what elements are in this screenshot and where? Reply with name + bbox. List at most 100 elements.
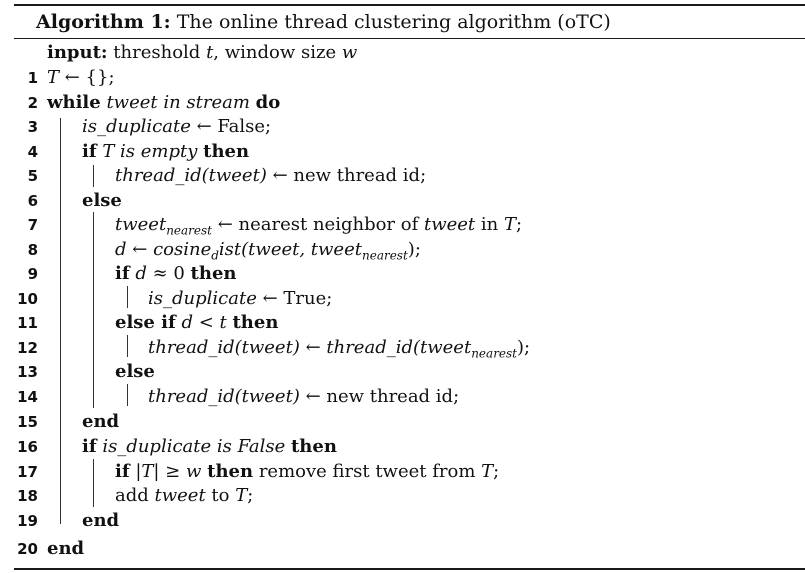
- code-token: add: [115, 485, 155, 506]
- subscript: nearest: [166, 223, 212, 238]
- line-number: 3: [27, 118, 38, 136]
- keyword: end: [82, 510, 120, 531]
- if-block-bar: [127, 286, 128, 308]
- line-number: 20: [17, 540, 38, 558]
- code-token: cosine: [153, 239, 212, 260]
- line-number: 15: [17, 413, 38, 431]
- code-token: ← new thread id;: [266, 165, 427, 186]
- code-token: thread_id(tweet): [115, 165, 267, 186]
- keyword: else: [115, 361, 155, 382]
- code-token: ≈ 0: [146, 263, 191, 284]
- line-number: 4: [27, 143, 38, 161]
- keyword: if: [115, 263, 130, 284]
- line-number: 13: [17, 363, 38, 381]
- code-token: thread_id(tweet: [326, 337, 472, 358]
- line-number: 14: [17, 388, 38, 406]
- line-number: 11: [17, 314, 38, 332]
- code-token: );: [517, 337, 531, 358]
- code-token: ← nearest neighbor of: [212, 214, 424, 235]
- line-number: 10: [17, 290, 38, 308]
- code-token: <: [192, 312, 220, 333]
- caption-rule: [14, 38, 805, 39]
- code-token: tweet: [154, 485, 206, 506]
- input-text: , window size: [213, 42, 342, 63]
- while-block-bar: [60, 118, 61, 524]
- code-token: ← {};: [59, 67, 115, 88]
- code-token: ← new thread id;: [299, 386, 460, 407]
- code-token: ;: [515, 214, 523, 235]
- keyword: if: [115, 461, 130, 482]
- code-token: ;: [247, 485, 254, 506]
- keyword: then: [232, 312, 279, 333]
- else-block-bar: [93, 212, 94, 408]
- bottom-rule: [14, 568, 805, 570]
- if-block-bar: [93, 459, 94, 507]
- code-token: to: [205, 485, 236, 506]
- code-token: is empty: [114, 141, 204, 162]
- keyword: then: [203, 141, 250, 162]
- line-number: 16: [17, 438, 38, 456]
- code-token: d: [129, 263, 147, 284]
- code-token: ist(tweet, tweet: [218, 239, 362, 260]
- code-token: in: [475, 214, 504, 235]
- line-number: 7: [27, 216, 38, 234]
- code-token: T: [235, 485, 248, 506]
- input-var: t: [206, 42, 214, 63]
- code-token: remove first tweet from: [253, 461, 482, 482]
- code-token: is_duplicate: [96, 436, 212, 457]
- line-number: 9: [27, 265, 38, 283]
- code-token: d: [175, 312, 193, 333]
- line-number: 2: [27, 94, 38, 112]
- keyword: then: [290, 436, 337, 457]
- subscript: d: [211, 248, 219, 263]
- line-number: 8: [27, 241, 38, 259]
- line-number: 19: [17, 512, 38, 530]
- subscript: nearest: [361, 248, 408, 263]
- keyword: then: [190, 263, 237, 284]
- code-token: ←: [126, 239, 154, 260]
- else-block-bar: [127, 384, 128, 406]
- input-var: w: [341, 42, 358, 63]
- code-token: tweet: [115, 214, 167, 235]
- keyword: end: [47, 538, 85, 559]
- code-token: ;: [493, 461, 500, 482]
- elseif-block-bar: [127, 335, 128, 357]
- keyword: end: [82, 411, 120, 432]
- line-number: 5: [27, 167, 38, 185]
- keyword: if: [82, 141, 97, 162]
- code-token: tweet in stream: [100, 92, 256, 113]
- input-keyword: input:: [47, 42, 108, 63]
- caption-label: Algorithm 1:: [36, 11, 171, 33]
- if-block-bar: [93, 165, 94, 187]
- keyword: while: [47, 92, 101, 113]
- keyword: if: [82, 436, 97, 457]
- code-token: ← False;: [190, 116, 272, 137]
- code-token: );: [407, 239, 421, 260]
- caption-title: The online thread clustering algorithm (…: [176, 11, 611, 33]
- code-token: |T|: [129, 461, 160, 482]
- code-token: thread_id(tweet): [148, 337, 300, 358]
- input-text: threshold: [113, 42, 207, 63]
- keyword: else if: [115, 312, 176, 333]
- keyword: do: [255, 92, 281, 113]
- line-number: 12: [17, 339, 38, 357]
- code-token: T: [96, 141, 115, 162]
- keyword: then: [207, 461, 254, 482]
- line-number: 6: [27, 192, 38, 210]
- code-token: T: [481, 461, 494, 482]
- line-number: 1: [27, 69, 38, 87]
- subscript: nearest: [471, 346, 518, 361]
- keyword: else: [82, 190, 122, 211]
- code-token: w: [185, 461, 202, 482]
- code-token: is False: [211, 436, 291, 457]
- code-token: tweet: [423, 214, 476, 235]
- code-token: is_duplicate: [82, 116, 191, 137]
- code-token: t: [219, 312, 227, 333]
- code-token: ←: [299, 337, 327, 358]
- code-token: thread_id(tweet): [148, 386, 300, 407]
- line-number: 17: [17, 463, 38, 481]
- code-token: ← True;: [256, 288, 333, 309]
- top-rule: [14, 4, 805, 6]
- code-token: is_duplicate: [148, 288, 257, 309]
- algorithm-caption: Algorithm 1: The online thread clusterin…: [36, 7, 611, 37]
